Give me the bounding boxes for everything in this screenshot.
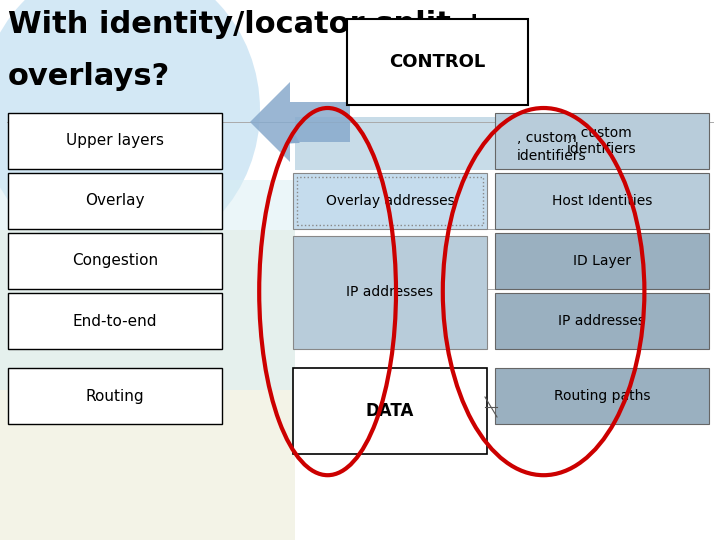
FancyBboxPatch shape — [293, 173, 487, 229]
Text: , custom
identifiers: , custom identifiers — [567, 126, 636, 156]
FancyBboxPatch shape — [495, 113, 709, 169]
Text: IP addresses: IP addresses — [346, 286, 433, 300]
Text: Upper layers: Upper layers — [66, 133, 164, 148]
FancyBboxPatch shape — [293, 236, 487, 349]
Text: IP addresses: IP addresses — [559, 314, 646, 328]
FancyBboxPatch shape — [8, 113, 222, 169]
FancyBboxPatch shape — [0, 230, 295, 540]
Text: , custom: , custom — [517, 132, 577, 145]
Text: ID Layer: ID Layer — [573, 254, 631, 268]
FancyBboxPatch shape — [8, 293, 222, 349]
Text: CONTROL: CONTROL — [390, 53, 485, 71]
Ellipse shape — [0, 0, 260, 260]
Text: identifiers: identifiers — [517, 148, 587, 163]
Text: With identity/locator split +: With identity/locator split + — [8, 10, 487, 39]
Text: Overlay: Overlay — [85, 193, 145, 208]
Text: overlays?: overlays? — [8, 62, 170, 91]
Text: End-to-end: End-to-end — [73, 314, 157, 328]
Text: Routing paths: Routing paths — [554, 389, 650, 403]
Text: Congestion: Congestion — [72, 253, 158, 268]
Polygon shape — [250, 82, 350, 162]
FancyBboxPatch shape — [8, 173, 222, 229]
FancyBboxPatch shape — [293, 368, 487, 454]
FancyBboxPatch shape — [495, 233, 709, 289]
FancyBboxPatch shape — [495, 368, 709, 424]
FancyBboxPatch shape — [8, 368, 222, 424]
Text: Host Identities: Host Identities — [552, 194, 652, 208]
Text: Routing: Routing — [86, 388, 144, 403]
Text: Overlay addresses: Overlay addresses — [325, 194, 454, 208]
FancyBboxPatch shape — [495, 173, 709, 229]
FancyBboxPatch shape — [0, 180, 295, 390]
FancyBboxPatch shape — [495, 293, 709, 349]
FancyBboxPatch shape — [347, 19, 528, 105]
FancyBboxPatch shape — [8, 233, 222, 289]
FancyBboxPatch shape — [295, 117, 708, 170]
Text: DATA: DATA — [366, 402, 414, 420]
